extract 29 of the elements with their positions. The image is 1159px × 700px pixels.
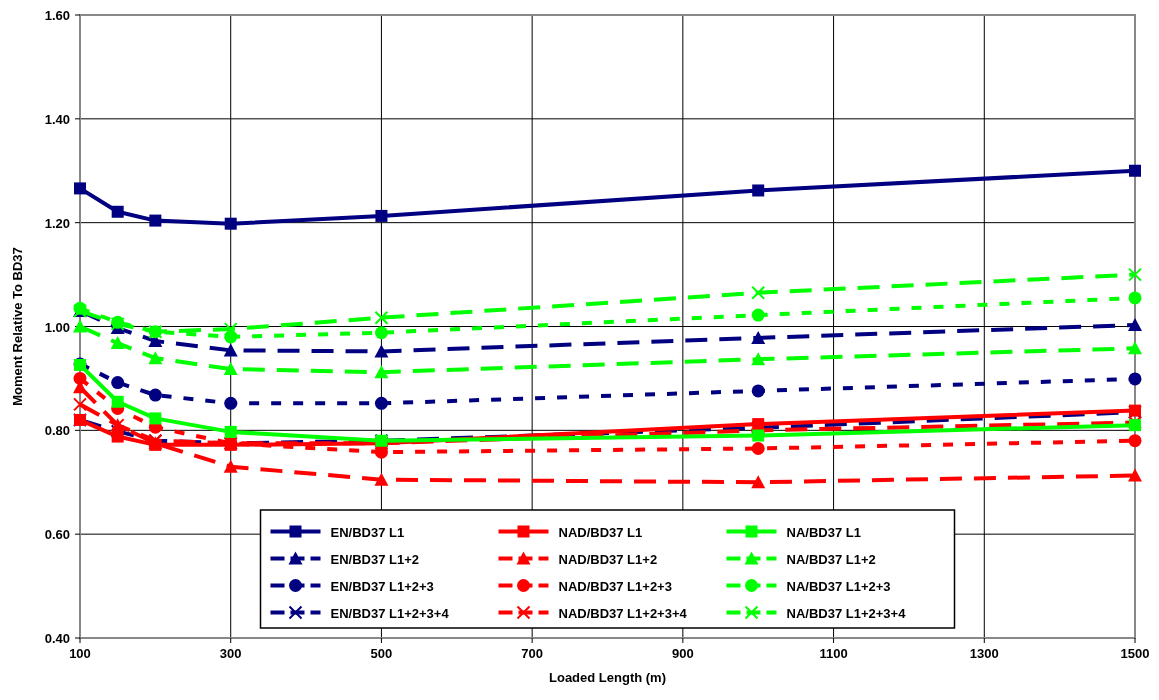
legend-label: NAD/BD37 L1+2+3+4 — [558, 605, 688, 621]
x-tick-label: 300 — [219, 646, 242, 661]
y-tick-label: 1.00 — [44, 319, 70, 335]
legend-label: EN/BD37 L1+2+3+4 — [330, 605, 450, 621]
x-tick-label: 1300 — [969, 646, 999, 661]
y-tick-label: 1.60 — [44, 8, 70, 23]
x-tick-label: 700 — [521, 646, 543, 661]
y-tick-label: 0.60 — [44, 527, 70, 543]
legend-label: NA/BD37 L1+2+3+4 — [786, 605, 907, 621]
legend-label: NAD/BD37 L1 — [558, 524, 643, 540]
y-axis-title: Moment Relative To BD37 — [10, 247, 25, 406]
legend-label: EN/BD37 L1+2 — [330, 551, 420, 567]
legend-label: NAD/BD37 L1+2+3 — [558, 578, 672, 594]
legend-label: EN/BD37 L1 — [330, 524, 405, 540]
x-tick-label: 500 — [370, 646, 393, 661]
legend-label: NA/BD37 L1+2+3 — [786, 578, 891, 594]
legend-label: NA/BD37 L1+2 — [786, 551, 876, 567]
x-axis-title: Loaded Length (m) — [549, 670, 666, 685]
y-tick-label: 0.40 — [44, 631, 70, 646]
x-tick-label: 100 — [69, 646, 91, 661]
y-tick-label: 1.40 — [44, 111, 70, 127]
legend-label: EN/BD37 L1+2+3 — [330, 578, 434, 594]
x-tick-label: 1500 — [1120, 646, 1150, 661]
legend-label: NA/BD37 L1 — [786, 524, 861, 540]
legend-label: NAD/BD37 L1+2 — [558, 551, 658, 567]
x-tick-label: 1100 — [819, 646, 848, 661]
y-tick-label: 1.20 — [44, 215, 70, 231]
y-tick-label: 0.80 — [44, 423, 70, 439]
x-tick-label: 900 — [672, 646, 694, 661]
